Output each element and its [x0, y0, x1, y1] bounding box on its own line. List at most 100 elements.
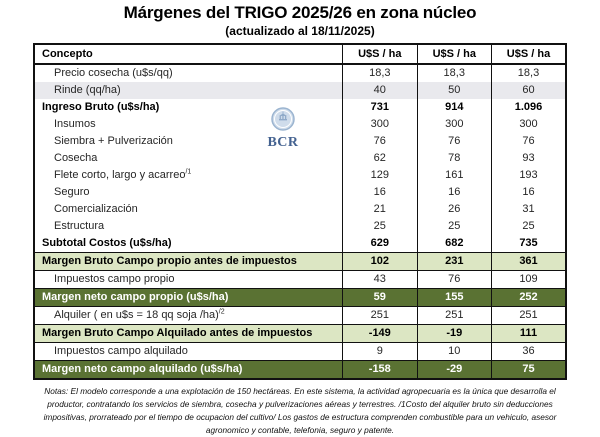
- footnotes: Notas: El modelo corresponde a una explo…: [0, 385, 600, 437]
- footnote-line: Notas: El modelo corresponde a una explo…: [44, 386, 556, 396]
- row-value: 300: [491, 116, 566, 133]
- row-label: Alquiler ( en u$s = 18 qq soja /ha)/2: [54, 308, 225, 321]
- row-value: 50: [416, 82, 492, 99]
- row-value: -149: [342, 324, 418, 343]
- table-row: Seguro 16 16 16: [34, 184, 566, 201]
- row-label: Impuestos campo propio: [54, 273, 175, 285]
- row-value: 231: [416, 252, 492, 271]
- table-row: Precio cosecha (u$s/qq) 18,3 18,3 18,3: [34, 64, 566, 82]
- row-value: 914: [416, 99, 492, 116]
- table-row: Rinde (qq/ha) 40 50 60: [34, 82, 566, 99]
- row-value: 300: [342, 116, 418, 133]
- row-value: 155: [416, 288, 492, 307]
- row-value: 76: [342, 133, 418, 150]
- margins-table: Concepto U$S / ha U$S / ha U$S / ha Prec…: [33, 43, 567, 380]
- margins-table-container: Concepto U$S / ha U$S / ha U$S / ha Prec…: [33, 43, 567, 380]
- row-value: 18,3: [416, 64, 492, 82]
- row-label: Precio cosecha (u$s/qq): [54, 67, 173, 79]
- row-value: 735: [491, 235, 566, 253]
- table-row: Flete corto, largo y acarreo/1 129 161 193: [34, 167, 566, 184]
- row-value: 16: [491, 184, 566, 201]
- table-row: Impuestos campo alquilado 9 10 36: [34, 342, 566, 361]
- row-value: 43: [342, 270, 418, 289]
- row-value: 1.096: [491, 99, 566, 116]
- row-value: 25: [491, 218, 566, 235]
- row-value: 76: [416, 270, 492, 289]
- row-value: -29: [416, 360, 492, 380]
- row-label: Subtotal Costos (u$s/ha): [42, 237, 172, 249]
- row-value: 251: [491, 306, 566, 325]
- row-value: 102: [342, 252, 418, 271]
- footnote-line: agronomico y contable, telefonia, seguro…: [205, 425, 395, 435]
- table-row: Subtotal Costos (u$s/ha) 629 682 735: [34, 235, 566, 253]
- row-value: 21: [342, 201, 418, 218]
- row-label: Ingreso Bruto (u$s/ha): [42, 101, 160, 113]
- row-label: Insumos: [54, 118, 96, 130]
- row-value: 31: [491, 201, 566, 218]
- table-row: Cosecha 62 78 93: [34, 150, 566, 167]
- row-label: Comercialización: [54, 203, 138, 215]
- table-row: Siembra + Pulverización 76 76 76: [34, 133, 566, 150]
- row-value: 25: [416, 218, 492, 235]
- table-row: Alquiler ( en u$s = 18 qq soja /ha)/2 251…: [34, 306, 566, 325]
- row-value: 731: [342, 99, 418, 116]
- row-value: 36: [491, 342, 566, 361]
- row-value: 76: [416, 133, 492, 150]
- row-label: Flete corto, largo y acarreo/1: [54, 168, 192, 181]
- table-row: Margen neto campo propio (u$s/ha) 59 155 25…: [34, 288, 566, 307]
- row-value: 682: [416, 235, 492, 253]
- row-value: 75: [491, 360, 566, 380]
- footnote-marker: /1: [185, 168, 192, 176]
- row-value: 111: [491, 324, 566, 343]
- row-value: 16: [342, 184, 418, 201]
- row-label: Margen Bruto Campo Alquilado antes de im…: [34, 324, 343, 343]
- row-value: 361: [491, 252, 566, 271]
- row-value: 93: [491, 150, 566, 167]
- column-header-usd-ha-1: U$S / ha: [342, 44, 418, 65]
- row-value: 252: [491, 288, 566, 307]
- row-value: -158: [342, 360, 418, 380]
- row-value: 26: [416, 201, 492, 218]
- row-value: 60: [491, 82, 566, 99]
- row-value: 300: [416, 116, 492, 133]
- row-label: Margen Bruto Campo propio antes de impue…: [34, 252, 343, 271]
- footnote-line: impositivas, prorrateado por el tiempo d…: [43, 412, 557, 422]
- row-label: Siembra + Pulverización: [54, 135, 173, 147]
- row-label: Cosecha: [54, 152, 98, 164]
- row-value: 76: [491, 133, 566, 150]
- table-row: Insumos 300 300 300: [34, 116, 566, 133]
- column-header-usd-ha-2: U$S / ha: [416, 44, 492, 65]
- table-header-row: Concepto U$S / ha U$S / ha U$S / ha: [34, 44, 566, 65]
- row-value: 10: [416, 342, 492, 361]
- row-value: 40: [342, 82, 418, 99]
- table-row: Estructura 25 25 25: [34, 218, 566, 235]
- row-value: 18,3: [491, 64, 566, 82]
- table-row: Ingreso Bruto (u$s/ha) 731 914 1.096: [34, 99, 566, 116]
- row-value: 193: [491, 167, 566, 184]
- column-header-concepto: Concepto: [34, 44, 343, 65]
- table-row: Impuestos campo propio 43 76 109: [34, 270, 566, 289]
- row-label: Impuestos campo alquilado: [54, 345, 188, 357]
- table-body: Precio cosecha (u$s/qq) 18,3 18,3 18,3 Rinde…: [34, 64, 566, 380]
- page-title: Márgenes del TRIGO 2025/26 en zona núcle…: [123, 3, 477, 22]
- table-row: Margen Bruto Campo propio antes de impue…: [34, 252, 566, 271]
- footnote-marker: /2: [218, 308, 225, 316]
- row-value: -19: [416, 324, 492, 343]
- row-value: 78: [416, 150, 492, 167]
- row-value: 9: [342, 342, 418, 361]
- row-value: 629: [342, 235, 418, 253]
- row-label: Estructura: [54, 220, 105, 232]
- row-value: 161: [416, 167, 492, 184]
- row-value: 251: [416, 306, 492, 325]
- row-label: Margen neto campo propio (u$s/ha): [34, 288, 343, 307]
- row-label: Rinde (qq/ha): [54, 84, 121, 96]
- row-value: 129: [342, 167, 418, 184]
- table-row: Comercialización 21 26 31: [34, 201, 566, 218]
- table-row: Margen neto campo alquilado (u$s/ha) -158…: [34, 360, 566, 380]
- row-value: 18,3: [342, 64, 418, 82]
- row-label: Seguro: [54, 186, 90, 198]
- row-value: 59: [342, 288, 418, 307]
- row-value: 109: [491, 270, 566, 289]
- row-value: 16: [416, 184, 492, 201]
- page-subtitle: (actualizado al 18/11/2025): [225, 24, 375, 38]
